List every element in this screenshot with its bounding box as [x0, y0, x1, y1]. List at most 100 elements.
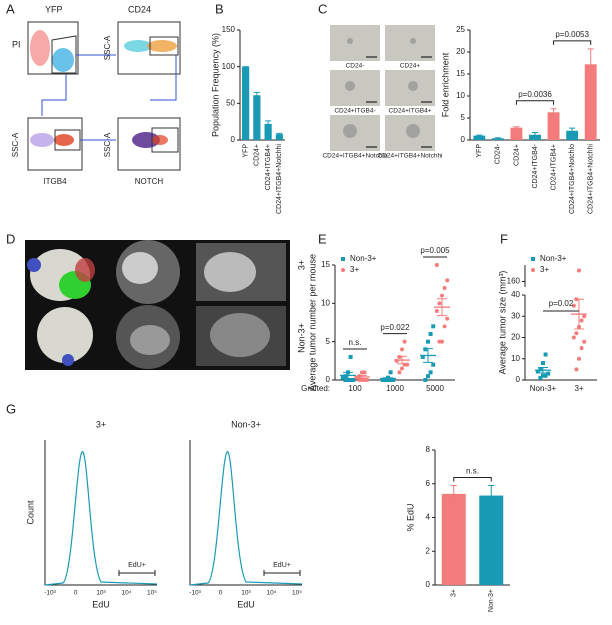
data-point [397, 370, 402, 375]
y-tick-label: 0 [461, 135, 466, 144]
bar [510, 127, 523, 140]
data-point [431, 324, 436, 329]
plot-title: Non-3+ [231, 419, 261, 429]
data-point [434, 263, 439, 267]
significance-bracket [553, 40, 592, 45]
y-tick-label: 10 [456, 91, 465, 100]
flow-plot [117, 21, 181, 75]
micrograph [330, 25, 380, 61]
annotation: n.s. [466, 467, 479, 476]
legend-label: Non-3+ [350, 254, 377, 263]
micrograph-feature [345, 81, 355, 91]
histogram-curve [44, 451, 158, 586]
bar [275, 134, 283, 140]
bar [547, 112, 560, 140]
bar [441, 493, 466, 585]
data-point [426, 339, 430, 344]
data-point [343, 374, 348, 379]
data-point [388, 378, 393, 382]
annotation: p=0.02 [549, 299, 574, 308]
data-point [423, 347, 428, 352]
image-label: CD24+ [400, 63, 421, 70]
data-point [343, 378, 348, 382]
error-bar [357, 374, 367, 379]
data-point [380, 378, 385, 382]
annotation: p=0.0053 [555, 30, 589, 39]
data-point [546, 371, 551, 376]
data-point [541, 373, 545, 378]
x-tick-label: -10³ [189, 590, 201, 597]
bar [479, 495, 504, 585]
data-point [571, 303, 576, 308]
data-point [346, 378, 350, 382]
gate-arrow [41, 54, 177, 141]
y-axis-label: SSC-A [103, 35, 112, 60]
significance-bracket [515, 100, 555, 105]
annotation: p=0.0036 [518, 90, 552, 99]
histogram-group: 3+ EdU+ -10³ 0 10³ 10⁴ 10⁵ EdU Count Non-3+ EdU+ -1… [25, 419, 302, 609]
gate [118, 570, 156, 576]
data-point [428, 370, 433, 375]
data-point [440, 339, 444, 344]
data-point [543, 352, 548, 357]
panel-letter: C [318, 1, 327, 16]
data-point [400, 366, 404, 371]
data-point [431, 362, 436, 367]
data-point [538, 375, 543, 380]
y-tick-label: 0 [231, 135, 236, 144]
x-tick-label: CD24+ITGB4+ [550, 144, 557, 190]
y-axis-label: Population Frequency (%) [210, 33, 220, 137]
y-tick-label: 8 [426, 445, 431, 454]
data-point [420, 355, 425, 359]
data-point [571, 335, 576, 340]
data-point [442, 286, 447, 290]
x-tick-label: 10⁴ [266, 590, 276, 597]
y-tick-label: 25 [456, 25, 465, 34]
error-bar [476, 134, 483, 137]
annotation: p=0.022 [380, 323, 410, 332]
data-point [574, 331, 579, 336]
micrograph [385, 25, 435, 61]
y-axis-label: Average tumor number per mouse [307, 254, 317, 391]
plot-title: YFP [45, 4, 63, 14]
panel-letter: E [318, 231, 327, 246]
y-tick-label: 15 [321, 260, 330, 269]
y-tick-label: 20 [456, 47, 465, 56]
x-tick-label: -10³ [44, 590, 56, 597]
error-bar [574, 298, 584, 330]
error-bar [569, 127, 576, 134]
error-bar [532, 132, 538, 137]
error-bar [437, 298, 447, 317]
data-point [541, 361, 545, 365]
panel-letter: A [6, 1, 15, 16]
bar [529, 134, 541, 140]
gate-label: EdU+ [128, 562, 146, 569]
image-grid: CD24- CD24+ CD24+ITGB4- CD24+ITGB4+ CD24+ITG… [322, 25, 443, 160]
x-tick-label: CD24+ITGB4+Notchhi [588, 144, 595, 214]
x-axis-label: Grafted: [301, 384, 330, 393]
micrograph-feature [347, 38, 353, 44]
y-tick-label: 5 [461, 113, 466, 122]
data-point [579, 318, 584, 323]
data-point [428, 332, 433, 336]
y-axis-label: SSC-A [103, 132, 112, 157]
y-axis-label: PI [12, 39, 21, 49]
y-tick-label: 160 [507, 277, 521, 286]
y-axis-label: Average tumor size (mm³) [497, 271, 507, 375]
error-bar [397, 355, 407, 365]
legend-label: 3+ [350, 265, 359, 274]
legend-label: 3+ [540, 265, 549, 274]
image-label: CD24+ITGB4+ [389, 108, 432, 115]
error-bar [587, 48, 594, 80]
bar [566, 130, 579, 140]
data-point [402, 339, 407, 344]
x-axis-label: NOTCH [135, 177, 164, 186]
data-point [579, 346, 584, 351]
x-tick-label: 10⁵ [292, 590, 302, 597]
data-point [348, 355, 353, 359]
image-grid [25, 240, 290, 370]
y-tick-label: 15 [456, 69, 465, 78]
flow-plot [27, 21, 79, 75]
panel-letter: G [6, 401, 16, 416]
